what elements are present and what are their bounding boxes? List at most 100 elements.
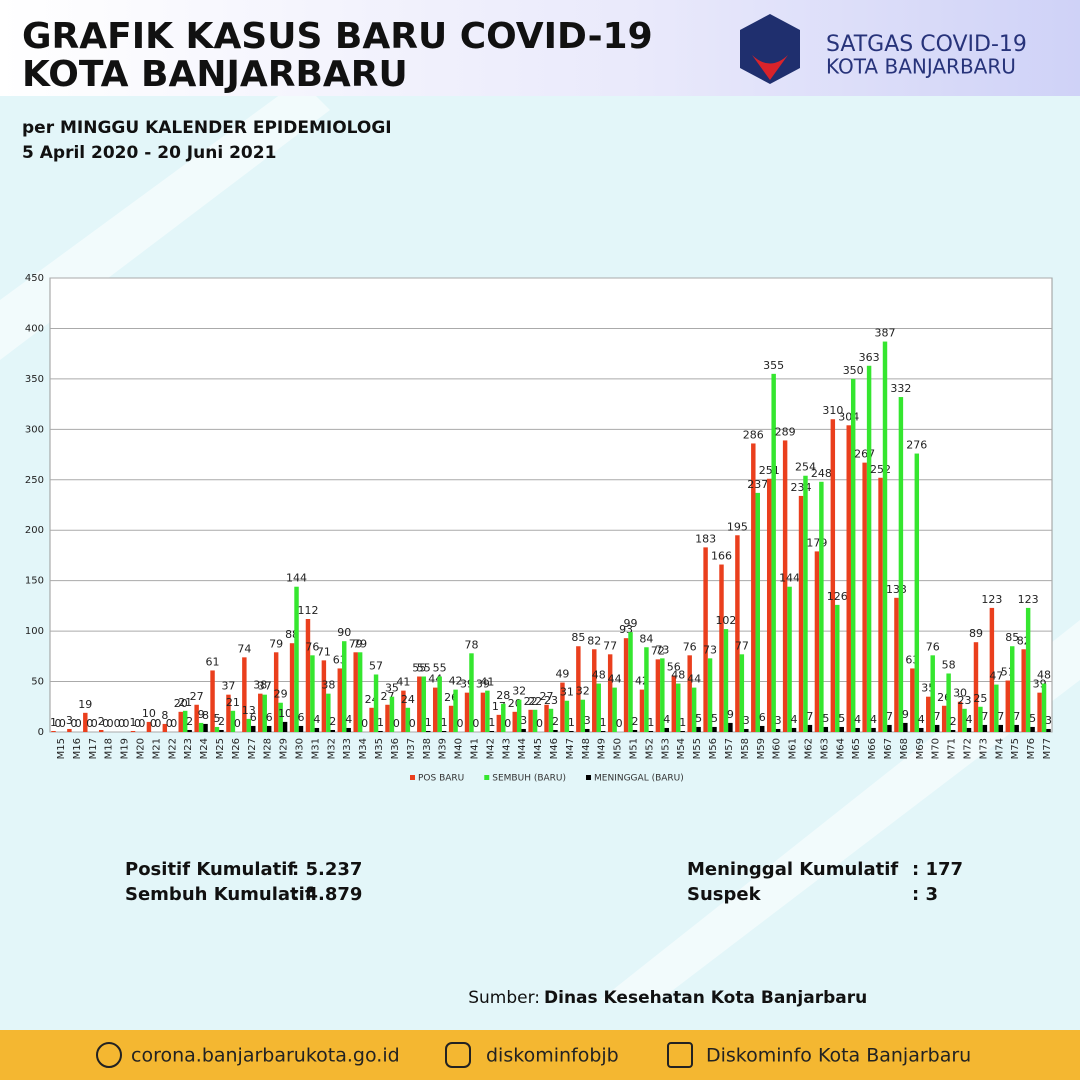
value-label: 0 [150,717,157,730]
x-tick-label: M52 [644,738,655,759]
value-label: 3 [520,714,527,727]
bar [305,619,311,732]
bar [83,712,88,732]
y-tick-label: 0 [38,727,44,738]
x-tick-label: M44 [517,738,528,759]
value-label: 0 [123,717,130,730]
x-tick-label: M72 [963,738,974,759]
value-label: 0 [138,717,145,730]
stat-label: Meninggal Kumulatif [687,859,898,880]
bar [162,723,168,732]
bar [266,725,272,732]
bar [787,586,792,732]
bar [469,653,474,732]
bar [385,704,390,732]
value-label: 0 [102,717,109,730]
bar [298,725,304,732]
value-label: 4 [663,713,670,726]
bar [67,728,72,732]
stats: Positif Kumulatif : 5.237 Sembuh Kumulati… [125,859,963,905]
bar [282,721,288,732]
bar [887,724,892,732]
bar [696,726,701,732]
value-label: 102 [715,614,736,627]
value-label: 77 [735,639,749,652]
value-label: 10 [142,707,156,720]
bar [782,440,788,732]
legend-swatch [410,775,415,780]
bar [850,378,856,732]
value-label: 35 [385,682,399,695]
bar [903,722,908,732]
bar [671,675,677,732]
bar [326,693,331,732]
bar [346,727,351,732]
value-label: 5 [711,712,718,725]
x-tick-label: M62 [803,738,814,759]
bar [421,676,426,732]
bar [187,729,192,732]
bar [660,658,665,732]
bar [941,705,947,732]
x-tick-label: M38 [422,738,433,759]
x-tick-label: M25 [215,738,226,759]
bar [405,707,411,732]
value-label: 76 [683,640,697,653]
x-tick-label: M42 [485,738,496,759]
footer-link: corona.banjarbarukota.go.id [131,1045,400,1067]
bar [882,341,888,732]
stat-label: Suspek [687,884,762,905]
bar [830,419,836,732]
x-tick-label: M43 [501,738,512,759]
value-label: 1 [568,716,575,729]
bar [369,707,374,732]
value-label: 79 [349,637,363,650]
bar [496,714,502,732]
value-label: 73 [655,643,669,656]
value-label: 89 [969,627,983,640]
value-label: 58 [942,658,956,671]
x-tick-label: M57 [724,738,735,759]
value-label: 0 [616,717,623,730]
value-label: 248 [811,467,832,480]
bar [516,699,522,732]
x-tick-label: M54 [676,738,687,759]
bar [210,670,215,732]
value-label: 13 [242,704,256,717]
facebook-icon [667,1042,693,1068]
bar [632,729,638,732]
value-label: 55 [433,662,447,675]
value-label: 276 [906,439,927,452]
bar [560,682,565,732]
y-tick-label: 250 [25,475,44,486]
bar [314,727,320,732]
value-label: 355 [763,359,784,372]
value-label: 1 [679,716,686,729]
value-label: 144 [286,572,307,585]
value-label: 0 [472,717,479,730]
x-tick-label: M77 [1042,738,1053,759]
value-label: 0 [154,717,161,730]
value-label: 84 [639,632,653,645]
bar [771,373,776,732]
x-tick-label: M67 [883,738,894,759]
value-label: 8 [161,709,168,722]
bar [273,652,279,732]
value-label: 38 [253,679,267,692]
value-label: 57 [369,659,383,672]
value-label: 195 [727,520,748,533]
value-label: 267 [854,448,875,461]
bar [485,690,490,732]
value-label: 2 [218,715,225,728]
bar [719,564,724,732]
bar [766,478,772,732]
x-tick-label: M60 [772,738,783,759]
value-label: 21 [178,696,192,709]
value-label: 2 [329,715,336,728]
value-label: 42 [449,675,463,688]
bar [846,425,851,732]
bar [1030,726,1035,732]
bar [639,689,645,732]
x-tick-label: M63 [819,738,830,759]
value-label: 4 [345,713,352,726]
